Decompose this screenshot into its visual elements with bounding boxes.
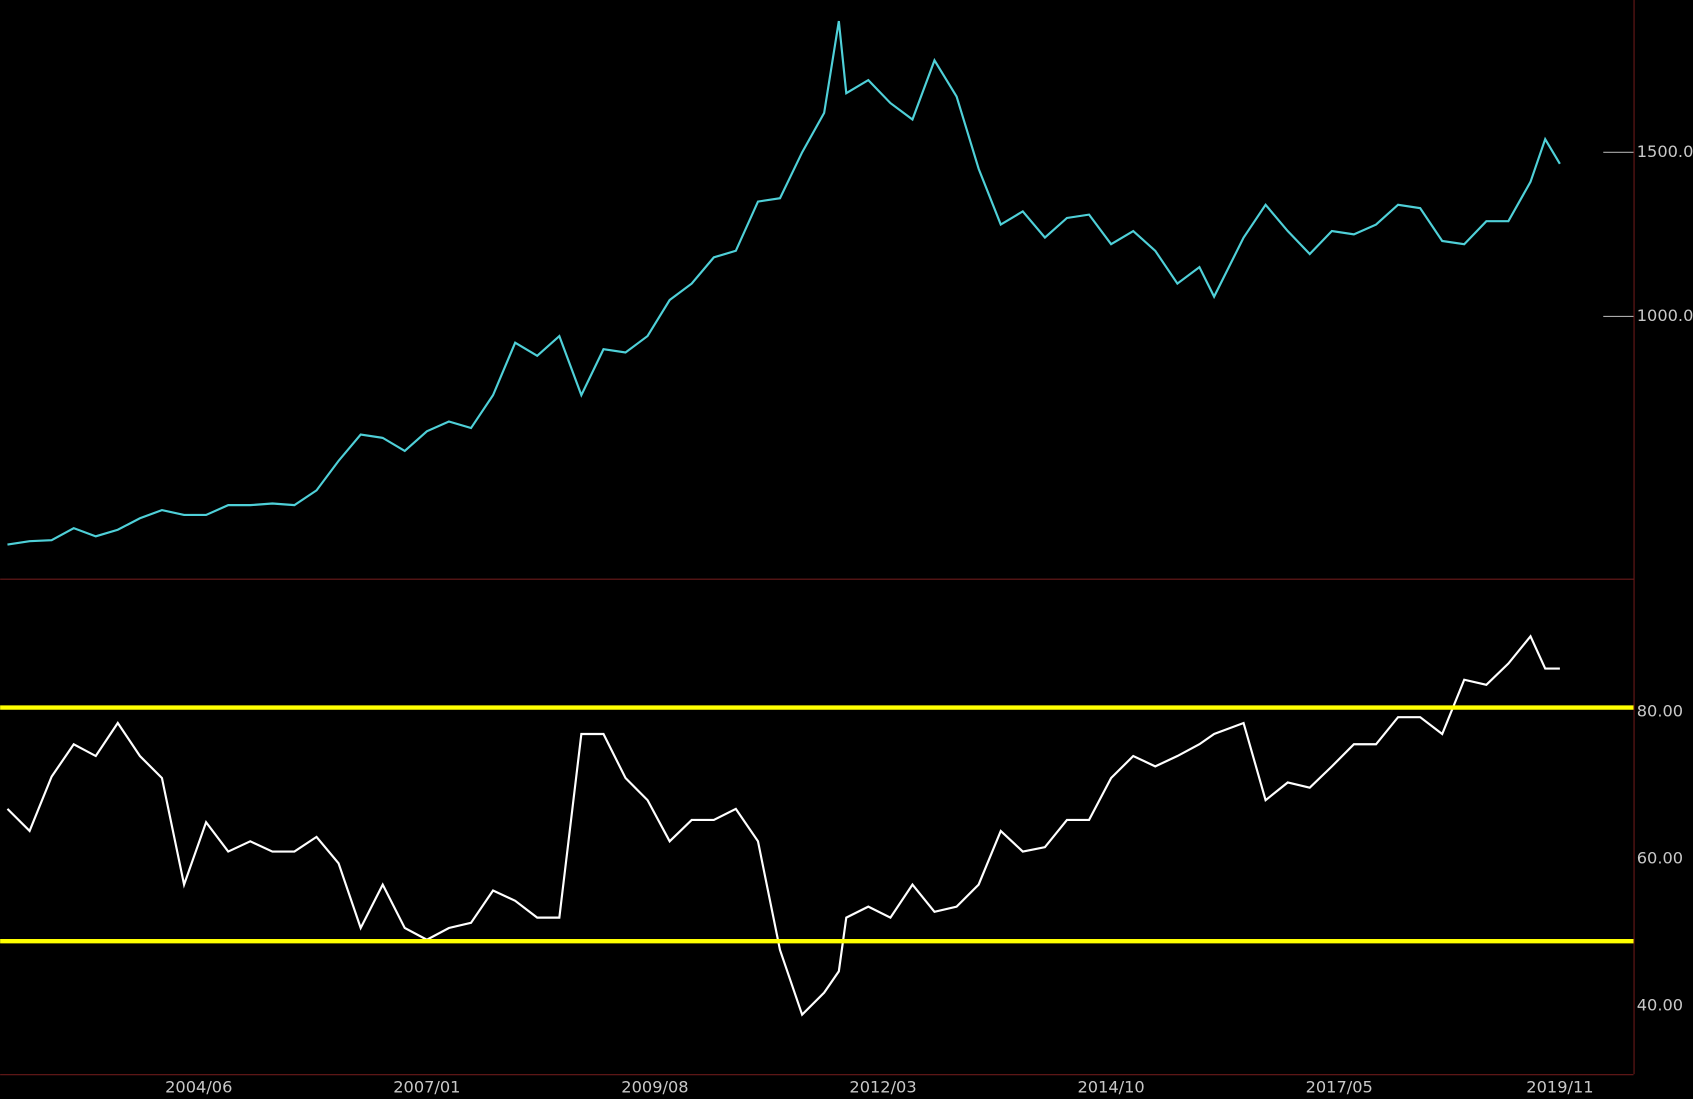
data-line bbox=[6, 634, 1560, 1017]
y-tick-label: 60.00 bbox=[1637, 848, 1683, 867]
x-tick-label: 2019/11 bbox=[1526, 1078, 1593, 1097]
x-tick-label: 2017/05 bbox=[1306, 1078, 1373, 1097]
y-tick-label: 40.00 bbox=[1637, 995, 1683, 1014]
y-tick-label: 80.00 bbox=[1637, 701, 1683, 720]
x-tick-label: 2007/01 bbox=[393, 1078, 460, 1097]
y-tick-label: 1000.00 bbox=[1637, 306, 1693, 325]
x-tick-label: 2012/03 bbox=[849, 1078, 916, 1097]
x-tick-label: 2004/06 bbox=[165, 1078, 232, 1097]
x-tick-label: 2009/08 bbox=[621, 1078, 688, 1097]
data-line bbox=[7, 20, 1561, 546]
x-tick-label: 2014/10 bbox=[1077, 1078, 1144, 1097]
y-tick-label: 1500.00 bbox=[1637, 142, 1693, 161]
